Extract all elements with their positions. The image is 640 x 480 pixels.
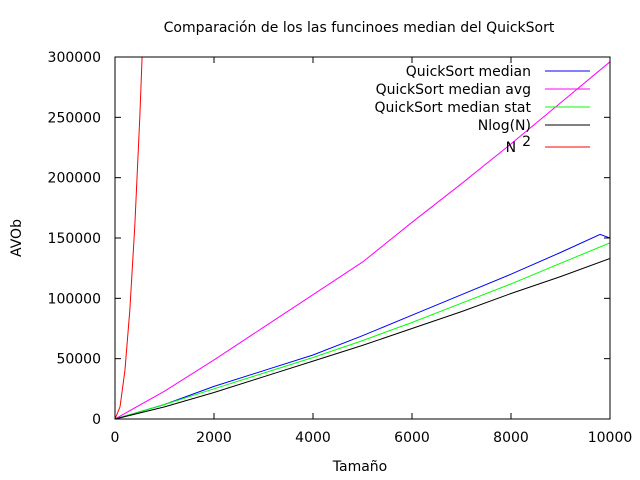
- x-tick-label: 8000: [493, 430, 529, 446]
- y-axis-label: AVOb: [9, 219, 25, 257]
- legend-label-2: QuickSort median stat: [374, 100, 531, 116]
- series-line-4: [115, 57, 143, 419]
- legend-label-base: N: [506, 140, 516, 156]
- y-tick-label: 0: [92, 412, 101, 428]
- legend: QuickSort median QuickSort median avg Quic…: [374, 64, 590, 156]
- chart-title: Comparación de los las funcinoes median …: [164, 20, 555, 36]
- x-axis: 0 2000 4000 6000 8000 10000: [111, 57, 633, 446]
- y-tick-label: 200000: [48, 171, 101, 187]
- y-tick-label: 250000: [48, 110, 101, 126]
- legend-label-0: QuickSort median: [406, 64, 531, 80]
- series-line-0: [115, 233, 610, 419]
- y-tick-label: 100000: [48, 291, 101, 307]
- series-line-2: [115, 242, 610, 419]
- plot-frame: [114, 56, 611, 420]
- y-tick-label: 50000: [56, 352, 101, 368]
- x-tick-label: 4000: [295, 430, 331, 446]
- x-axis-label: Tamaño: [332, 459, 387, 475]
- legend-label-1: QuickSort median avg: [376, 82, 531, 98]
- x-tick-label: 10000: [588, 430, 633, 446]
- x-tick-label: 0: [111, 430, 120, 446]
- legend-label-3: Nlog(N): [478, 118, 531, 134]
- y-axis: 0 50000 100000 150000 200000 250000 300000: [48, 50, 610, 428]
- x-tick-label: 2000: [196, 430, 232, 446]
- series-line-3: [115, 258, 610, 419]
- y-tick-label: 300000: [48, 50, 101, 66]
- x-tick-label: 6000: [394, 430, 430, 446]
- y-tick-label: 150000: [48, 231, 101, 247]
- plot-area: [115, 57, 610, 419]
- series-line-1: [115, 61, 610, 419]
- legend-label-superscript: 2: [522, 134, 531, 150]
